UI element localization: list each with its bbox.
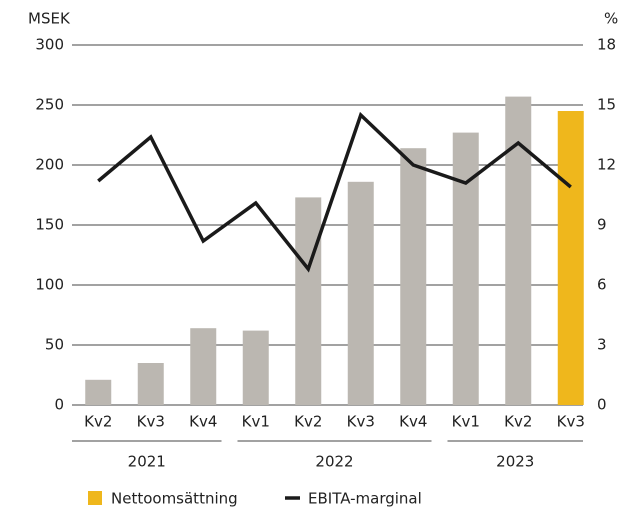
y2-tick-label: 18	[597, 36, 616, 54]
legend-swatch	[88, 491, 102, 505]
line	[97, 111, 572, 273]
y2-tick-label: 15	[597, 96, 616, 114]
bar	[295, 197, 322, 405]
y-tick-label: 300	[35, 36, 64, 54]
bar	[347, 181, 374, 405]
y2-tick-label: 0	[597, 396, 607, 414]
x-tick-label: Kv3	[137, 413, 165, 431]
x-tick-label: Kv3	[347, 413, 375, 431]
y-tick-label: 200	[35, 156, 64, 174]
y2-axis-label: %	[604, 10, 618, 28]
bar	[85, 379, 112, 405]
y2-tick-label: 6	[597, 276, 607, 294]
group-label: 2021	[128, 453, 166, 471]
bar	[557, 111, 584, 405]
bar	[137, 363, 164, 405]
y-tick-label: 100	[35, 276, 64, 294]
y-tick-label: 250	[35, 96, 64, 114]
bar	[242, 330, 269, 405]
x-tick-label: Kv4	[189, 413, 217, 431]
x-tick-label: Kv1	[242, 413, 270, 431]
x-tick-label: Kv2	[84, 413, 112, 431]
x-tick-label: Kv2	[504, 413, 532, 431]
y-tick-label: 150	[35, 216, 64, 234]
bar	[452, 132, 479, 405]
group-label: 2023	[496, 453, 534, 471]
x-tick-label: Kv2	[294, 413, 322, 431]
bar	[190, 328, 217, 405]
y2-tick-label: 3	[597, 336, 607, 354]
legend-label: EBITA-marginal	[308, 490, 422, 508]
x-tick-label: Kv1	[452, 413, 480, 431]
bar	[400, 148, 427, 405]
y-tick-label: 50	[45, 336, 64, 354]
group-label: 2022	[315, 453, 353, 471]
y-tick-label: 0	[54, 396, 64, 414]
y2-tick-label: 9	[597, 216, 607, 234]
legend-label: Nettoomsättning	[111, 490, 238, 508]
x-tick-label: Kv4	[399, 413, 427, 431]
y2-tick-label: 12	[597, 156, 616, 174]
y-axis-label: MSEK	[28, 10, 71, 28]
x-tick-label: Kv3	[557, 413, 585, 431]
